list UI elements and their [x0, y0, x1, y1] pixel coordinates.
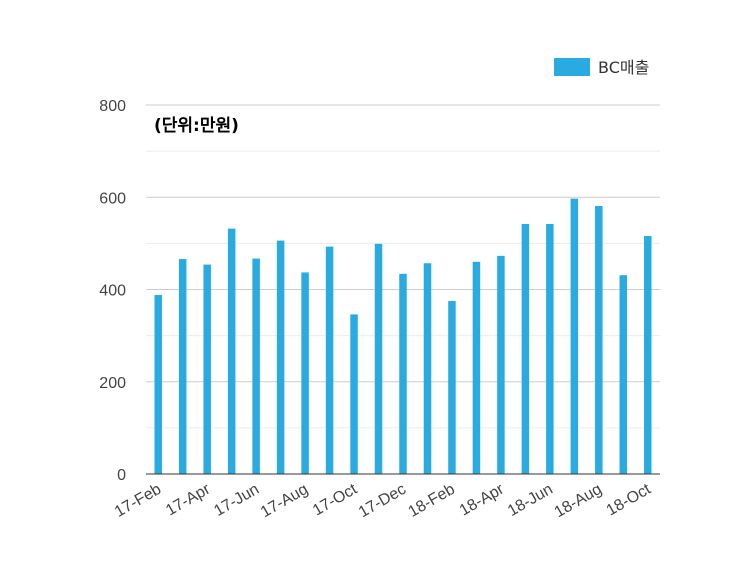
bar-18-Aug: [595, 206, 603, 475]
x-tick-label: 17-Aug: [258, 481, 311, 522]
bar-18-May: [521, 224, 530, 474]
bar-17-Jul: [276, 240, 285, 474]
x-tick-label: 17-Apr: [163, 480, 214, 519]
bar-17-Mar: [178, 259, 187, 474]
bar-17-Sep: [325, 246, 334, 474]
bar-18-Jan: [423, 263, 432, 474]
bar-18-Sep: [619, 275, 628, 474]
x-tick-label: 18-Feb: [406, 481, 458, 521]
bar-17-Dec: [399, 273, 407, 474]
x-tick-label: 18-Oct: [604, 480, 655, 519]
legend-label: BC매출: [598, 58, 649, 77]
x-tick-label: 18-Apr: [457, 480, 508, 519]
bar-18-Jul: [570, 198, 579, 475]
bar-17-Nov: [374, 243, 383, 474]
bar-18-Jun: [546, 224, 554, 474]
x-tick-label: 17-Feb: [112, 481, 164, 521]
y-tick-label: 200: [99, 375, 126, 392]
bar-18-Mar: [472, 261, 481, 474]
bar-17-Oct: [350, 314, 358, 474]
bar-17-Aug: [301, 272, 309, 474]
x-tick-label: 17-Jun: [211, 481, 262, 520]
bar-18-Apr: [497, 255, 505, 474]
x-tick-label: 18-Aug: [552, 481, 605, 522]
y-tick-label: 400: [99, 283, 126, 300]
bar-17-Jun: [252, 258, 260, 474]
x-tick-label: 18-Jun: [505, 481, 556, 520]
bar-18-Feb: [448, 301, 456, 474]
bar-17-Feb: [154, 295, 162, 474]
x-tick-label: 17-Oct: [310, 480, 361, 519]
bars: [154, 198, 652, 475]
y-tick-label: 0: [117, 467, 126, 484]
bar-18-Oct: [644, 235, 652, 474]
bar-17-May: [227, 228, 236, 474]
legend-swatch: [554, 58, 590, 76]
legend: BC매출: [554, 58, 649, 77]
bar-17-Apr: [203, 264, 211, 474]
y-axis-ticks: 0 200 400 600 800: [99, 98, 126, 484]
y-tick-label: 600: [99, 190, 126, 207]
x-tick-label: 17-Dec: [356, 481, 409, 522]
y-tick-label: 800: [99, 98, 126, 115]
unit-note: (단위:만원): [154, 116, 239, 136]
x-axis-ticks: 17-Feb17-Apr17-Jun17-Aug17-Oct17-Dec18-F…: [112, 480, 654, 521]
